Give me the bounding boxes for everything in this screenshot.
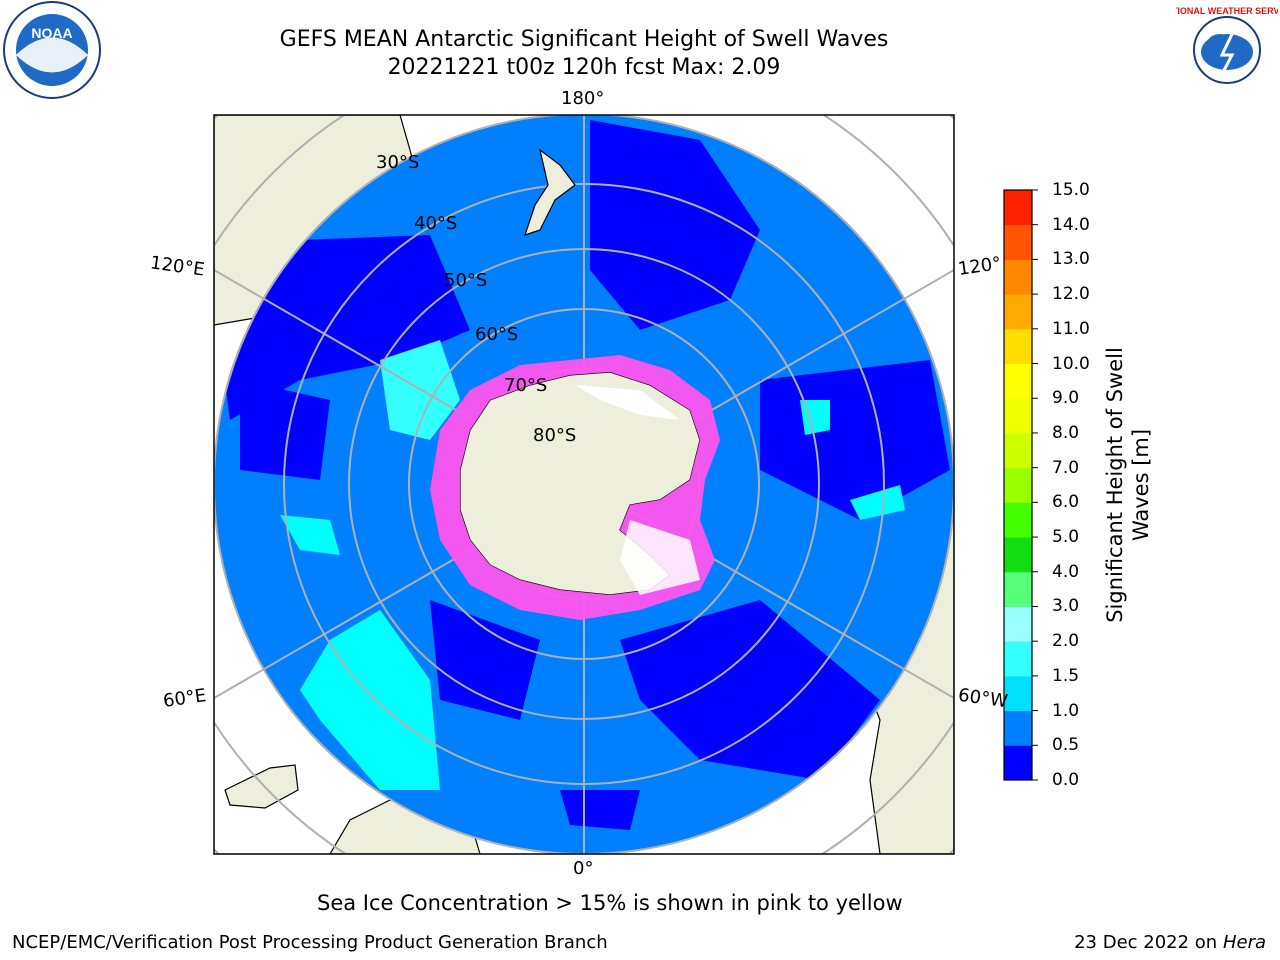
colorbar-tick-label: 11.0 xyxy=(1052,318,1090,339)
colorbar-segment xyxy=(1004,363,1032,399)
colorbar-tick-label: 8.0 xyxy=(1052,422,1080,443)
colorbar-segment xyxy=(1004,571,1032,607)
colorbar-tick-label: 1.0 xyxy=(1052,700,1080,721)
colorbar-segment xyxy=(1004,502,1032,538)
svg-text:NOAA: NOAA xyxy=(31,25,72,41)
colorbar-segment xyxy=(1004,641,1032,677)
madagascar-landmass xyxy=(224,764,299,809)
colorbar-title: Significant Height of Swell Waves [m] xyxy=(1103,347,1153,623)
map-frame xyxy=(213,114,955,855)
date-text: 23 Dec 2022 on Hera xyxy=(1074,932,1266,953)
colorbar-segment xyxy=(1004,710,1032,746)
colorbar-segment xyxy=(1004,675,1032,712)
chart-title: GEFS MEAN Antarctic Significant Height o… xyxy=(279,27,889,52)
colorbar-segment xyxy=(1004,398,1032,434)
colorbar-tick-label: 2.0 xyxy=(1052,631,1080,652)
colorbar-tick-label: 14.0 xyxy=(1052,214,1090,235)
credit-text: NCEP/EMC/Verification Post Processing Pr… xyxy=(12,932,608,953)
new-zealand-landmass xyxy=(524,148,576,236)
svg-text:NATIONAL WEATHER SERVICE: NATIONAL WEATHER SERVICE xyxy=(1176,6,1278,16)
chart-subtitle: 20221221 t00z 120h fcst Max: 2.09 xyxy=(387,55,781,80)
colorbar-segment xyxy=(1004,606,1032,642)
colorbar-tick-label: 4.0 xyxy=(1052,561,1080,582)
colorbar-segment xyxy=(1004,745,1032,781)
colorbar-tick-label: 15.0 xyxy=(1052,180,1090,200)
colorbar-segment xyxy=(1004,432,1032,469)
colorbar-tick-label: 12.0 xyxy=(1052,284,1090,305)
lat-label-50s: 50°S xyxy=(444,270,488,291)
colorbar-segment xyxy=(1004,224,1032,260)
colorbar-tick-label: 7.0 xyxy=(1052,457,1080,478)
colorbar-tick-label: 5.0 xyxy=(1052,527,1080,548)
lat-label-30s: 30°S xyxy=(376,152,420,173)
lon-label-0: 0° xyxy=(573,858,594,879)
lat-label-80s: 80°S xyxy=(533,425,577,446)
colorbar-tick-label: 0.0 xyxy=(1052,770,1080,790)
colorbar-tick-label: 6.0 xyxy=(1052,492,1080,513)
colorbar-tick-label: 13.0 xyxy=(1052,249,1090,270)
colorbar-segment xyxy=(1004,294,1032,330)
colorbar-tick-label: 1.5 xyxy=(1052,665,1080,686)
colorbar-frame xyxy=(1003,189,1033,781)
colorbar-tick-label: 3.0 xyxy=(1052,596,1080,617)
lat-label-60s: 60°S xyxy=(475,324,519,345)
colorbar-segment xyxy=(1004,537,1032,573)
colorbar-segment xyxy=(1004,467,1032,503)
colorbar-segment xyxy=(1004,259,1032,295)
colorbar-segment xyxy=(1004,328,1032,365)
sea-ice-note: Sea Ice Concentration > 15% is shown in … xyxy=(317,891,903,915)
colorbar-segment xyxy=(1004,190,1032,226)
host-name: Hera xyxy=(1222,932,1266,953)
noaa-logo-icon: NOAA xyxy=(2,0,102,100)
colorbar-tick-label: 0.5 xyxy=(1052,735,1080,756)
colorbar-tick-label: 9.0 xyxy=(1052,388,1080,409)
lat-label-40s: 40°S xyxy=(414,213,458,234)
lon-label-180: 180° xyxy=(561,88,605,109)
national-weather-service-logo-icon: NATIONAL WEATHER SERVICE xyxy=(1160,0,1280,100)
colorbar-tick-label: 10.0 xyxy=(1052,353,1090,374)
map-area xyxy=(214,115,954,854)
lat-label-70s: 70°S xyxy=(504,375,548,396)
colorbar xyxy=(1003,189,1038,781)
